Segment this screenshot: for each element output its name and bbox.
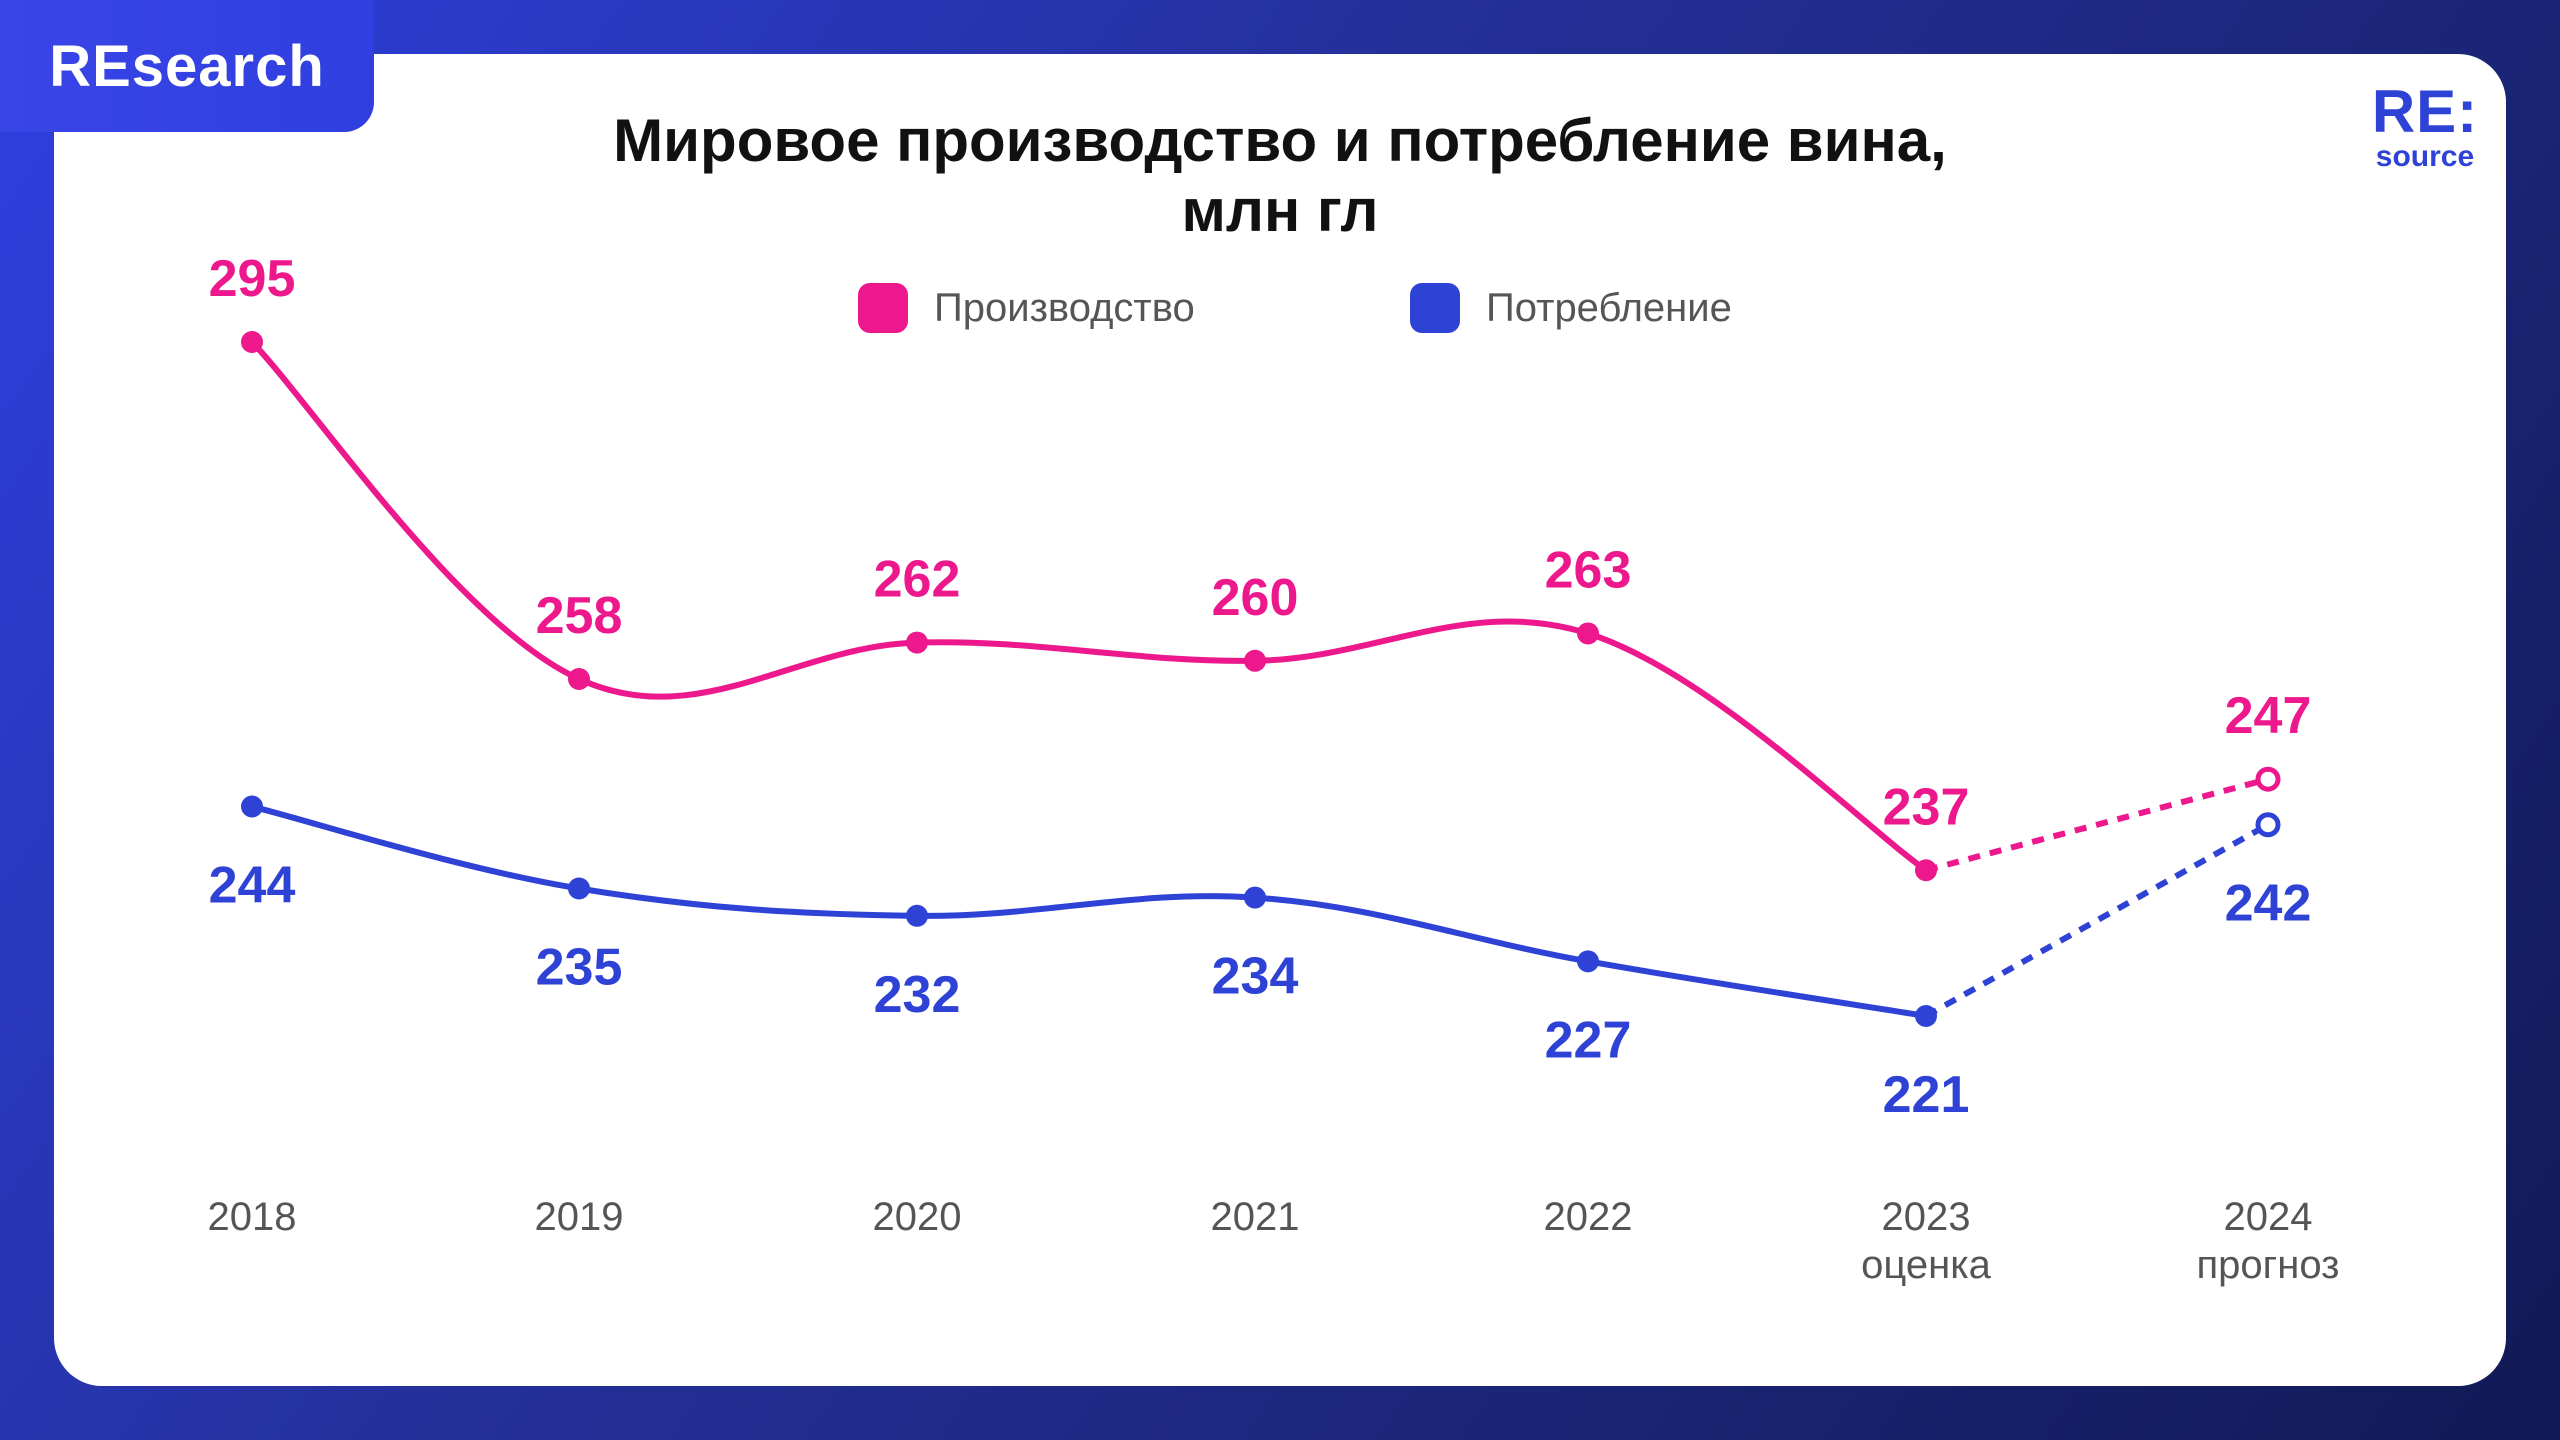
data-label: 258 bbox=[536, 587, 623, 645]
data-point bbox=[568, 668, 590, 690]
x-tick-label: 2023 bbox=[1882, 1195, 1971, 1239]
data-label: 260 bbox=[1212, 569, 1299, 627]
series-line-production bbox=[249, 339, 1929, 874]
data-point bbox=[2255, 766, 2281, 792]
legend-production-swatch bbox=[858, 283, 908, 333]
chart-title: Мировое производство и потребление вина,… bbox=[380, 106, 2180, 246]
data-label: 242 bbox=[2225, 875, 2312, 933]
data-point bbox=[241, 795, 263, 818]
data-label: 247 bbox=[2225, 687, 2312, 745]
data-point bbox=[906, 631, 928, 654]
data-point bbox=[906, 904, 928, 927]
data-point bbox=[1244, 886, 1266, 909]
data-point bbox=[568, 877, 590, 900]
data-label: 234 bbox=[1212, 948, 1299, 1006]
legend-consumption: Потребление bbox=[1410, 278, 1732, 338]
data-point bbox=[1915, 859, 1937, 882]
chart-title-line1: Мировое производство и потребление вина, bbox=[613, 107, 1947, 174]
logo-sub: source bbox=[2375, 140, 2475, 173]
data-label: 235 bbox=[536, 938, 623, 996]
series-forecast-production bbox=[1925, 776, 2269, 874]
x-tick-note: оценка bbox=[1861, 1243, 1991, 1287]
data-label: 227 bbox=[1545, 1011, 1632, 1069]
data-point bbox=[1577, 622, 1599, 645]
data-point bbox=[1244, 649, 1266, 672]
series-forecast-consumption bbox=[1924, 822, 2270, 1019]
x-tick-label: 2020 bbox=[873, 1195, 962, 1239]
x-tick-label: 2019 bbox=[535, 1195, 624, 1239]
data-point bbox=[1915, 1005, 1937, 1027]
data-label: 263 bbox=[1545, 541, 1632, 599]
chart-card bbox=[54, 54, 2506, 1386]
legend-consumption-label: Потребление bbox=[1486, 285, 1732, 330]
logo-main: RE: bbox=[2371, 78, 2479, 145]
data-point bbox=[1577, 950, 1599, 973]
x-tick-label: 2022 bbox=[1544, 1195, 1633, 1239]
x-tick-label: 2024 bbox=[2224, 1195, 2313, 1239]
series-line-consumption bbox=[249, 803, 1929, 1019]
data-label: 237 bbox=[1883, 778, 1970, 836]
chart-title-line2: млн гл bbox=[1181, 177, 1379, 244]
legend-production-label: Производство bbox=[934, 285, 1195, 330]
research-badge: REsearch bbox=[0, 0, 374, 132]
data-label: 262 bbox=[874, 551, 961, 609]
data-label: 232 bbox=[874, 966, 961, 1024]
data-label: 244 bbox=[209, 857, 296, 915]
legend-production: Производство bbox=[858, 278, 1195, 338]
x-tick-label: 2021 bbox=[1211, 1195, 1300, 1239]
x-tick-note: прогноз bbox=[2197, 1243, 2340, 1287]
data-point bbox=[241, 331, 263, 353]
resource-logo: RE: source bbox=[2360, 82, 2490, 172]
legend-consumption-swatch bbox=[1410, 283, 1460, 333]
data-label: 221 bbox=[1883, 1066, 1970, 1124]
data-label: 295 bbox=[209, 250, 296, 308]
x-tick-label: 2018 bbox=[208, 1195, 297, 1239]
data-point bbox=[2255, 812, 2281, 838]
